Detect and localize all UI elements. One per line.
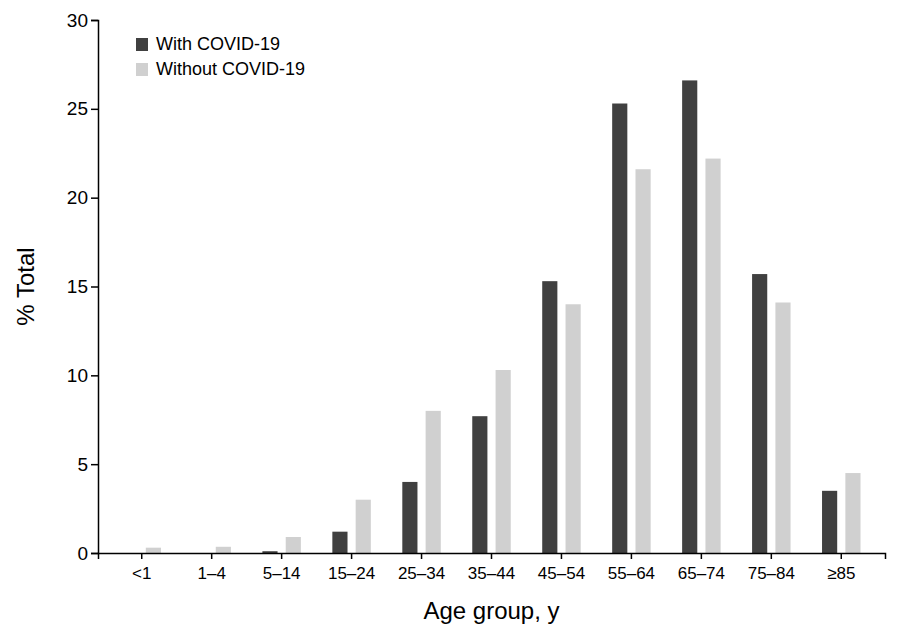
tick-label: 25–34	[398, 564, 445, 583]
bar	[822, 491, 837, 553]
tick-mark	[91, 553, 98, 555]
tick-label: 35–44	[468, 564, 515, 583]
tick-label: 15–24	[328, 564, 375, 583]
bar	[612, 104, 627, 553]
tick: 5–14	[263, 553, 301, 583]
bar	[752, 274, 767, 553]
tick-mark	[91, 464, 98, 466]
tick-mark	[421, 553, 423, 559]
x-axis-title: Age group, y	[423, 597, 559, 624]
tick-mark	[351, 553, 353, 559]
tick-label: <1	[132, 564, 151, 583]
tick: 10	[67, 365, 98, 386]
tick-mark	[491, 553, 493, 559]
tick-label: 30	[67, 10, 88, 31]
tick-mark	[91, 375, 98, 377]
y-axis: 0 5 10 15 20 25 30	[67, 10, 99, 564]
tick-label: 65–74	[678, 564, 725, 583]
tick-label: 1–4	[197, 564, 225, 583]
chart: 0 5 10 15 20 25 30 <1 1–4 5–14 15–24 25–34 35–44 45–5…	[0, 0, 900, 631]
legend-swatch	[136, 63, 148, 76]
tick-label: ≥85	[827, 564, 855, 583]
series	[146, 159, 861, 553]
tick-label: 5	[77, 454, 88, 475]
tick-mark	[771, 553, 773, 559]
legend-swatch	[136, 38, 148, 51]
tick: 5	[77, 454, 98, 475]
tick-label: 15	[67, 276, 88, 297]
legend-item: Without COVID-19	[136, 59, 305, 79]
tick-mark	[281, 553, 283, 559]
tick-label: 5–14	[263, 564, 301, 583]
tick-label: 10	[67, 365, 88, 386]
bar	[635, 169, 650, 553]
bar	[705, 159, 720, 553]
legend: With COVID-19 Without COVID-19	[136, 34, 305, 79]
tick-mark	[91, 109, 98, 111]
bar	[775, 302, 790, 553]
y-axis-title: % Total	[12, 247, 39, 325]
tick-label: 0	[77, 543, 88, 564]
tick: <1	[132, 553, 151, 583]
bar	[146, 548, 161, 553]
bar	[845, 473, 860, 553]
tick: 0	[77, 543, 98, 564]
bar	[472, 416, 487, 553]
bar	[426, 411, 441, 553]
tick-mark	[561, 553, 563, 559]
tick-mark	[211, 553, 213, 559]
x-axis: <1 1–4 5–14 15–24 25–34 35–44 45–54 55–64 65–74 7…	[99, 553, 886, 583]
tick-label: 55–64	[608, 564, 655, 583]
plot: 0 5 10 15 20 25 30 <1 1–4 5–14 15–24 25–34 35–44 45–5…	[67, 10, 886, 583]
tick: 35–44	[468, 553, 515, 583]
bar	[402, 482, 417, 553]
tick-mark	[141, 553, 143, 559]
tick-mark	[631, 553, 633, 559]
tick: ≥85	[827, 553, 855, 583]
legend-item: With COVID-19	[136, 34, 280, 54]
tick: 1–4	[197, 553, 225, 583]
tick-mark	[841, 553, 843, 559]
tick-label: 25	[67, 98, 88, 119]
axis-line	[99, 554, 886, 560]
tick: 55–64	[608, 553, 655, 583]
tick-label: 45–54	[538, 564, 585, 583]
tick: 75–84	[748, 553, 795, 583]
bar	[262, 551, 277, 553]
bar	[286, 537, 301, 553]
tick: 20	[67, 187, 98, 208]
tick-label: 20	[67, 187, 88, 208]
tick: 30	[67, 10, 98, 31]
bar	[356, 500, 371, 553]
tick-mark	[91, 20, 98, 22]
tick: 25–34	[398, 553, 445, 583]
legend-label: Without COVID-19	[156, 59, 305, 79]
tick: 65–74	[678, 553, 725, 583]
tick: 45–54	[538, 553, 585, 583]
axis-line	[91, 21, 99, 554]
bar	[542, 281, 557, 553]
tick: 15–24	[328, 553, 375, 583]
tick-mark	[91, 197, 98, 199]
tick-mark	[91, 286, 98, 288]
tick: 15	[67, 276, 98, 297]
legend-label: With COVID-19	[156, 34, 280, 54]
bar	[496, 370, 511, 553]
bars	[146, 80, 861, 553]
bar	[566, 304, 581, 553]
bar	[332, 532, 347, 553]
tick-mark	[701, 553, 703, 559]
tick: 25	[67, 98, 98, 119]
bar	[682, 80, 697, 553]
tick-label: 75–84	[748, 564, 795, 583]
series	[262, 80, 837, 553]
bar	[216, 547, 231, 553]
